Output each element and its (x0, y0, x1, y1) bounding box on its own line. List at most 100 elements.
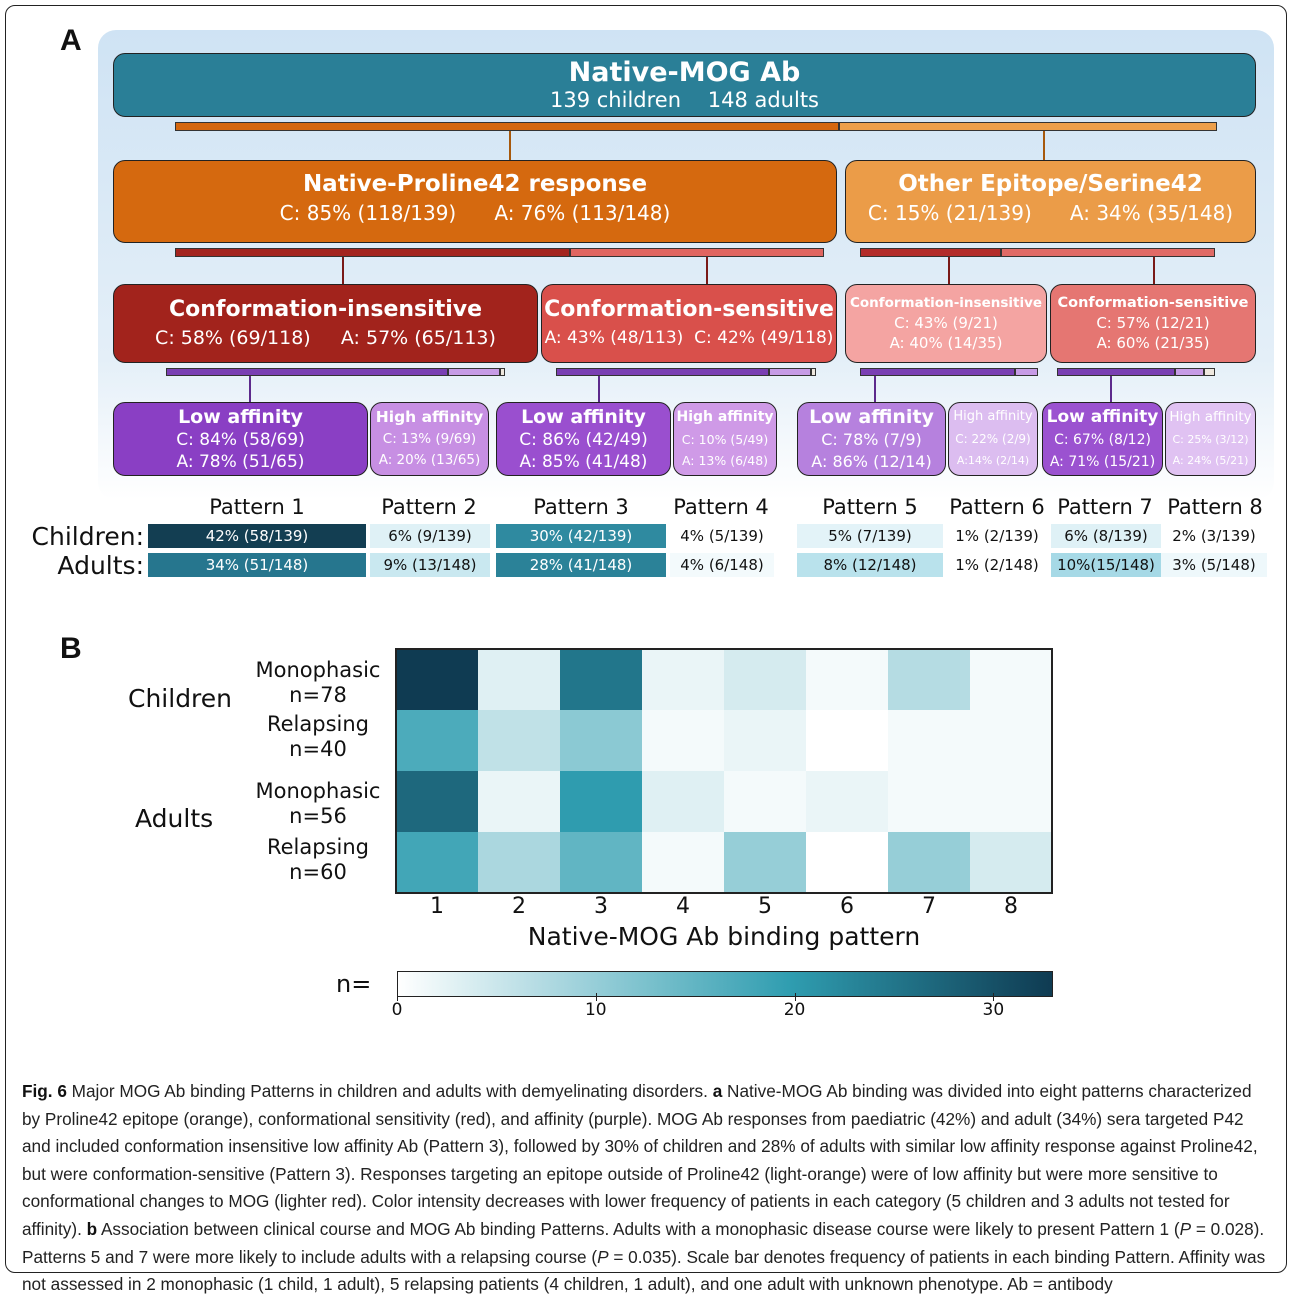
adults-pattern-1: 34% (51/148) (148, 553, 366, 577)
heatmap-cell (560, 649, 643, 711)
heatmap-cell (560, 771, 643, 833)
figure-frame (5, 5, 1287, 1273)
node-line: A: 13% (6/48) (681, 453, 769, 468)
heatmap-cell (970, 710, 1053, 772)
x-tick-label: 1 (430, 894, 444, 919)
course-label: Relapsing (266, 835, 370, 859)
heatmap-cell (724, 710, 807, 772)
row-label: Monophasic n=56 (248, 779, 388, 829)
colorbar-tick-label: 10 (584, 1000, 607, 1020)
caption-text: = 0.028). Patterns 5 and 7 were more lik… (22, 1218, 1265, 1267)
adults-pattern-5: 8% (12/148) (797, 553, 943, 577)
pattern-title: Pattern 1 (209, 495, 305, 519)
heatmap-cell (642, 771, 725, 833)
adults-pattern-8: 3% (5/148) (1161, 553, 1267, 577)
split-bar-p42 (175, 122, 839, 131)
node-title: Conformation-insensitive (168, 297, 483, 322)
heatmap-cell (888, 649, 971, 711)
colorbar-tick-label: 0 (391, 1000, 403, 1020)
panel-b-letter: B (60, 632, 82, 665)
caption-text: Native-MOG Ab binding was divided into e… (22, 1081, 1258, 1239)
heatmap-cell (724, 832, 807, 894)
node-conf-insensitive-other: Conformation-insensitive C: 43% (9/21) A… (845, 284, 1047, 363)
x-tick-label: 6 (840, 894, 854, 919)
heatmap-cell (806, 832, 889, 894)
pattern-title: Pattern 8 (1167, 495, 1263, 519)
connector (1153, 257, 1155, 284)
heatmap-cell (970, 832, 1053, 894)
node-line: A: 85% (41/48) (519, 452, 648, 472)
row-label: Relapsing n=40 (248, 712, 388, 762)
connector (1110, 376, 1112, 402)
heatmap-cell (806, 710, 889, 772)
node-high-affinity-p6: High affinity C: 22% (2/9) A:14% (2/14) (948, 402, 1038, 476)
heatmap-cell (888, 832, 971, 894)
node-high-affinity-p8: High affinity C: 25% (3/12) A: 24% (5/21… (1165, 402, 1256, 476)
caption-text: Association between clinical course and … (97, 1218, 1180, 1239)
pattern-title: Pattern 2 (381, 495, 477, 519)
heatmap-cell (396, 710, 479, 772)
caption-p-symbol: P (597, 1246, 609, 1267)
node-line: A: 20% (13/65) (378, 452, 481, 468)
node-line: C: 84% (58/69) (176, 430, 305, 450)
heatmap-cell (478, 771, 561, 833)
colorbar-tick-mark (794, 993, 796, 1001)
children-pattern-3: 30% (42/139) (496, 524, 666, 548)
node-line: A: 86% (12/14) (811, 452, 932, 471)
split-bar (860, 368, 1015, 376)
split-bar (175, 248, 570, 257)
node-line: A:14% (2/14) (956, 454, 1030, 467)
figure-caption: Fig. 6 Major MOG Ab binding Patterns in … (22, 1078, 1272, 1299)
adults-pattern-6: 1% (2/148) (943, 553, 1051, 577)
heatmap-cell (560, 710, 643, 772)
node-line: C: 13% (9/69) (382, 431, 477, 447)
split-bar (166, 368, 448, 376)
node-high-affinity-p2: High affinity C: 13% (9/69) A: 20% (13/6… (370, 402, 489, 476)
split-bar (448, 368, 500, 376)
split-bar (811, 368, 816, 376)
pattern-title: Pattern 3 (533, 495, 629, 519)
node-line: C: 86% (42/49) (519, 430, 648, 450)
split-bar (570, 248, 824, 257)
course-label: Monophasic (255, 779, 381, 803)
node-title: Low affinity (1046, 407, 1159, 427)
adults-pattern-3: 28% (41/148) (496, 553, 666, 577)
node-low-affinity-p5: Low affinity C: 78% (7/9) A: 86% (12/14) (797, 402, 946, 476)
row-label-adults: Adults: (57, 551, 144, 580)
node-line: C: 25% (3/12) (1172, 433, 1249, 446)
node-line: A: 71% (15/21) (1049, 454, 1156, 470)
node-line: C: 43% (9/21) (894, 314, 998, 332)
node-line: C: 78% (7/9) (821, 430, 922, 449)
node-title: Other Epitope/Serine42 (898, 171, 1203, 197)
node-high-affinity-p4: High affinity C: 10% (5/49) A: 13% (6/48… (673, 402, 777, 476)
heatmap-cell (724, 771, 807, 833)
split-bar-other (839, 122, 1217, 131)
node-native-mog: Native-MOG Ab 139 children 148 adults (113, 53, 1256, 117)
connector (509, 131, 511, 160)
split-bar (1175, 368, 1204, 376)
colorbar-label: n= (336, 970, 372, 998)
row-label-children: Children: (31, 522, 144, 551)
n-label: n=60 (289, 860, 347, 884)
node-title: Low affinity (521, 406, 646, 428)
pattern-title: Pattern 7 (1057, 495, 1153, 519)
group-label-adults: Adults (135, 804, 214, 833)
heatmap-cell (396, 771, 479, 833)
node-title: Conformation-insensitive (849, 295, 1043, 311)
course-label: Relapsing (266, 712, 370, 736)
panel-a-letter: A (60, 24, 82, 57)
split-bar (1015, 368, 1038, 376)
node-line: C: 22% (2/9) (955, 432, 1031, 446)
heatmap-cell (642, 710, 725, 772)
n-label: n=78 (289, 683, 347, 707)
heatmap-cell (888, 771, 971, 833)
children-pattern-4: 4% (5/139) (670, 524, 774, 548)
adults-count: 148 adults (707, 88, 819, 112)
caption-p-symbol: P (1179, 1218, 1192, 1239)
pattern-title: Pattern 6 (949, 495, 1045, 519)
caption-text: Major MOG Ab binding Patterns in childre… (66, 1081, 713, 1101)
node-low-affinity-p7: Low affinity C: 67% (8/12) A: 71% (15/21… (1042, 402, 1163, 476)
node-conf-sensitive: Conformation-sensitive A: 43% (48/113) C… (541, 284, 837, 363)
node-line: A: 43% (48/113) C: 42% (49/118) (544, 328, 834, 348)
node-line: C: 10% (5/49) (681, 432, 769, 447)
